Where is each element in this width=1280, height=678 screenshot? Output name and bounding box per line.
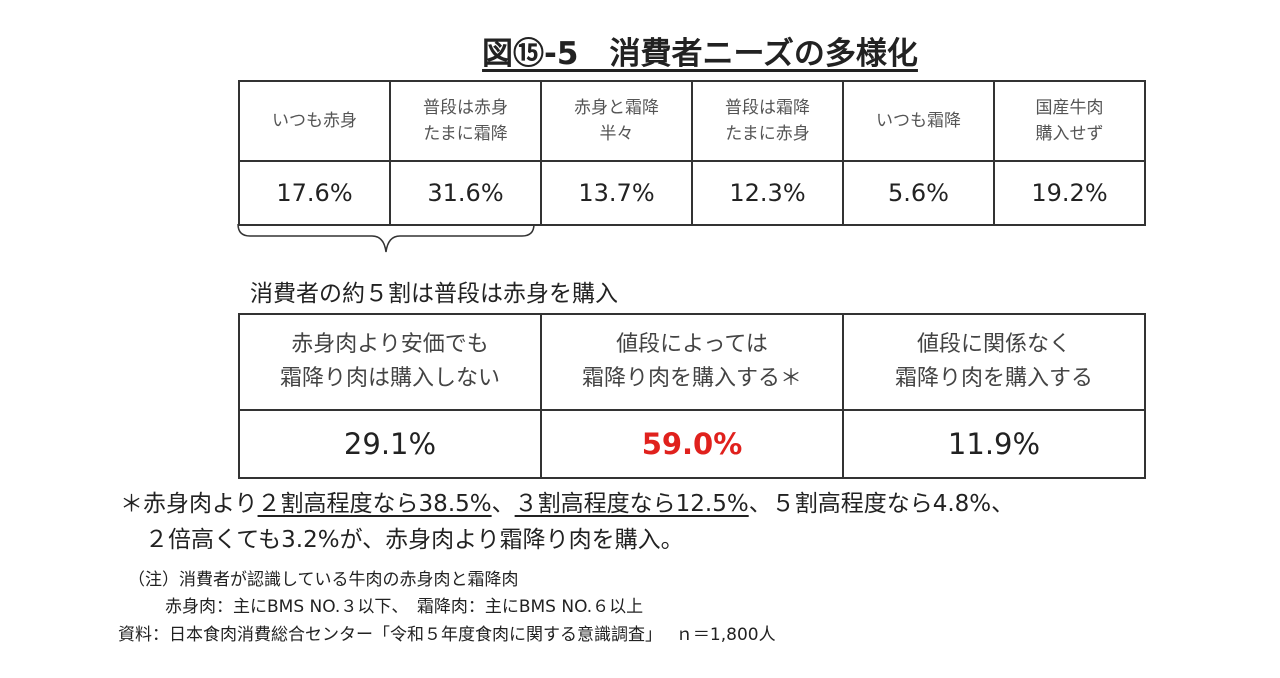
header-cell: 赤身と霜降 半々 xyxy=(540,80,693,162)
value-cell: 19.2% xyxy=(993,160,1146,226)
header-line: 赤身肉より安価でも xyxy=(291,332,489,357)
header-line: たまに赤身 xyxy=(725,124,810,144)
header-cell: いつも赤身 xyxy=(238,80,391,162)
header-cell: 赤身肉より安価でも 霜降り肉は購入しない xyxy=(238,313,542,411)
header-line: 赤身と霜降 xyxy=(574,98,659,118)
footnote-line: ２倍高くても3.2%が、赤身肉より霜降り肉を購入。 xyxy=(145,527,684,553)
footnote-text: ２割高程度なら38.5% xyxy=(257,491,492,517)
title: 図⑮-5 消費者ニーズの多様化 xyxy=(482,36,918,72)
header-line: 霜降り肉を購入する＊ xyxy=(581,366,802,391)
header-line: たまに霜降 xyxy=(423,124,508,144)
caption: 消費者の約５割は普段は赤身を購入 xyxy=(250,281,618,307)
value-cell: 5.6% xyxy=(842,160,995,226)
header-cell: 値段によっては霜降り肉を購入する＊ xyxy=(540,313,844,411)
header-line: 値段によっては xyxy=(616,332,768,357)
footnote-text: 、 xyxy=(491,491,515,517)
share-table: いつも赤身 普段は赤身 たまに霜降 赤身と霜降 半々 普段は霜降 たまに赤身 いつも霜降 国産牛… xyxy=(238,80,1146,226)
header-line: 普段は霜降 xyxy=(725,98,810,118)
note: 赤身肉：主にBMS NO.３以下、 霜降肉：主にBMS NO.６以上 xyxy=(165,597,644,617)
header-cell: 普段は霜降たまに赤身 xyxy=(691,80,844,162)
header-line: 半々 xyxy=(599,124,634,144)
value-cell: 13.7% xyxy=(540,160,693,226)
header-line: 国産牛肉 xyxy=(1035,98,1104,118)
footnote-text: 、５割高程度なら4.8%、 xyxy=(748,491,1015,517)
value-cell: 12.3% xyxy=(691,160,844,226)
purchase-table: 赤身肉より安価でも 霜降り肉は購入しない 値段によっては 霜降り肉を購入する＊ 値段に関… xyxy=(238,313,1146,479)
value-cell: 17.6% xyxy=(238,160,391,226)
header-line: 購入せず xyxy=(1035,124,1104,144)
header-line: いつも赤身 xyxy=(272,111,357,131)
footnote-line: ＊赤身肉より２割高程度なら38.5%、３割高程度なら12.5%、５割高程度なら4… xyxy=(120,484,1014,518)
note: （注）消費者が認識している牛肉の赤身肉と霜降肉 xyxy=(128,570,519,590)
header-cell: 値段に関係なく 霜降り肉を購入する xyxy=(842,313,1146,411)
value-cell: 59.0% xyxy=(540,409,844,479)
header-line: 霜降り肉を購入する xyxy=(894,366,1093,391)
header-cell: いつも霜降 xyxy=(842,80,995,162)
brace xyxy=(237,223,535,253)
header-cell: 国産牛肉 購入せず xyxy=(993,80,1146,162)
value-cell: 31.6% xyxy=(389,160,542,226)
header-line: 霜降り肉は購入しない xyxy=(279,366,500,391)
footnote-text: ＊赤身肉より xyxy=(120,491,258,517)
header-line: いつも霜降 xyxy=(876,111,961,131)
header-line: 普段は赤身 xyxy=(423,98,508,118)
value-cell: 11.9% xyxy=(842,409,1146,479)
header-cell: 普段は赤身たまに霜降 xyxy=(389,80,542,162)
header-line: 値段に関係なく xyxy=(916,332,1071,357)
value-cell: 29.1% xyxy=(238,409,542,479)
note: 資料：日本食肉消費総合センター「令和５年度食肉に関する意識調査」 ｎ＝1,800… xyxy=(118,625,776,645)
footnote-text: ３割高程度なら12.5% xyxy=(514,491,749,517)
